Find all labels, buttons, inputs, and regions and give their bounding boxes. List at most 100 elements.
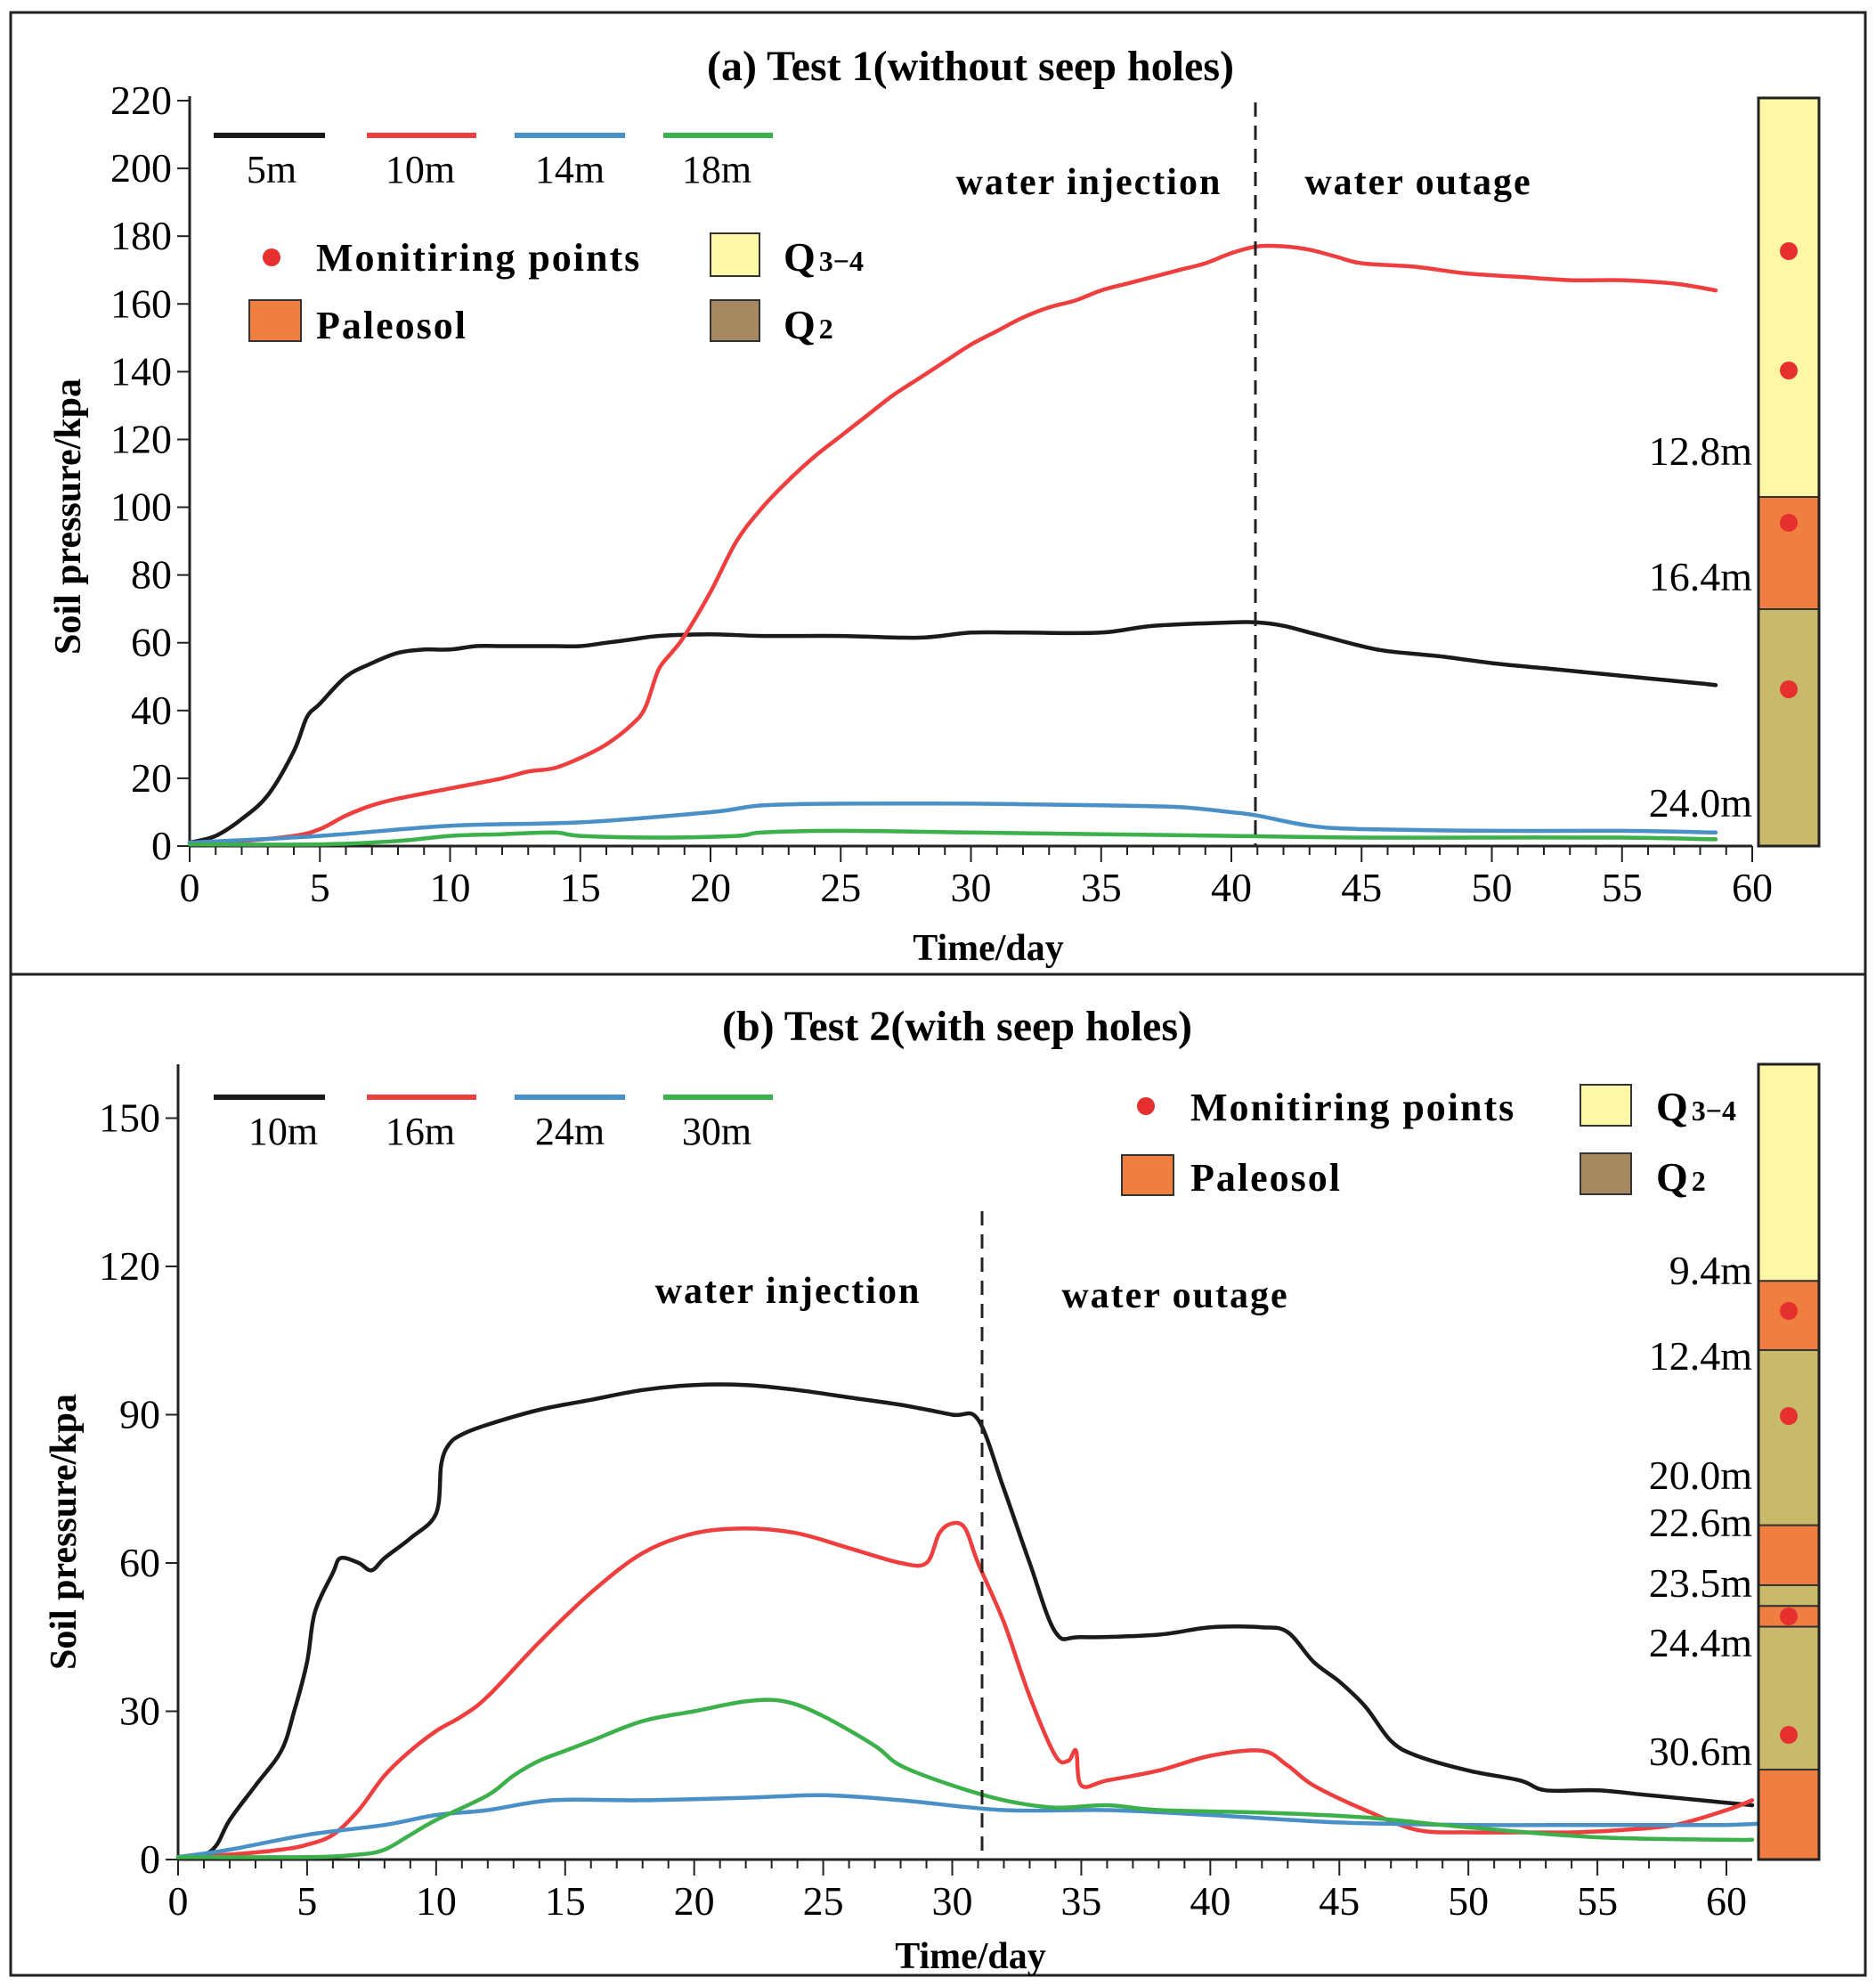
depth-label: 24.4m [1649, 1620, 1753, 1665]
panel-a-series-legend: 5m 10m 14m 18m [214, 133, 773, 191]
series-line-30m [175, 1697, 1755, 1860]
strata-column-border [1757, 1062, 1821, 1861]
panel-b-title: (b) Test 2(with seep holes) [722, 1003, 1192, 1050]
x-tick-label: 10 [416, 1878, 457, 1924]
depth-label: 16.4m [1649, 554, 1753, 599]
x-tick-label: 15 [545, 1878, 586, 1924]
panel-a-series [187, 243, 1718, 847]
panel-b-water-outage: water outage [1061, 1275, 1288, 1316]
depth-label: 24.0m [1649, 780, 1753, 826]
x-tick-label: 25 [820, 865, 861, 910]
y-tick-label: 30 [119, 1689, 160, 1734]
monitoring-point-dot [1780, 242, 1798, 260]
x-tick-label: 20 [674, 1878, 715, 1924]
strata-layer-q2 [1758, 608, 1820, 847]
panel-a: (a) Test 1(without seep holes) Soil pres… [48, 43, 1821, 969]
legend-q34-swatch [1580, 1084, 1632, 1127]
x-tick-label: 0 [168, 1878, 189, 1924]
panel-b-ylabel: Soil pressure/kpa [44, 1394, 85, 1670]
legend-paleosol-swatch [248, 299, 302, 342]
y-tick-label: 20 [131, 755, 172, 801]
legend-q34-label: Q 3−4 [784, 234, 864, 280]
y-tick-label: 160 [110, 281, 172, 326]
legend-paleosol-swatch [1121, 1154, 1174, 1196]
panel-b-series-legend: 10m 16m 24m 30m [214, 1095, 773, 1153]
y-tick-label: 140 [110, 348, 172, 394]
legend-label-10m: 10m [248, 1110, 318, 1153]
panel-b-water-injection: water injection [655, 1271, 922, 1312]
depth-label: 9.4m [1669, 1248, 1753, 1293]
legend-label-14m: 14m [535, 148, 605, 191]
y-tick-label: 120 [110, 416, 172, 461]
x-tick-label: 30 [932, 1878, 973, 1924]
x-tick-label: 60 [1706, 1878, 1747, 1924]
y-tick-label: 220 [110, 77, 172, 123]
legend-q2-swatch [1580, 1152, 1632, 1195]
y-tick-label: 60 [131, 620, 172, 665]
strata-layer-paleosol [1758, 1524, 1820, 1586]
x-tick-label: 35 [1060, 1878, 1101, 1924]
depth-label: 30.6m [1649, 1729, 1753, 1774]
y-tick-label: 180 [110, 213, 172, 258]
legend-q34-swatch [710, 232, 760, 277]
strata-layer-q34 [1758, 97, 1820, 498]
y-tick-label: 0 [151, 823, 172, 868]
strata-column-border [1757, 96, 1821, 848]
monitoring-point-dot [1780, 514, 1798, 532]
legend-paleosol-label: Paleosol [316, 304, 467, 347]
series-line-10m [187, 243, 1718, 845]
x-tick-label: 55 [1577, 1878, 1618, 1924]
x-tick-label: 50 [1448, 1878, 1489, 1924]
x-tick-label: 40 [1190, 1878, 1230, 1924]
monitoring-point-dot [1780, 680, 1798, 698]
strata-layer-q2 [1758, 1625, 1820, 1771]
legend-monitoring-dot-icon [1137, 1097, 1155, 1115]
legend-label-30m: 30m [682, 1110, 751, 1153]
strata-layer-paleosol [1758, 496, 1820, 610]
x-tick-label: 25 [803, 1878, 844, 1924]
depth-label: 20.0m [1649, 1453, 1753, 1498]
strata-layer-q2 [1758, 1348, 1820, 1526]
monitoring-point-dot [1780, 1726, 1798, 1744]
y-tick-label: 150 [99, 1095, 160, 1141]
y-tick-label: 60 [119, 1540, 160, 1585]
legend-q34-label: Q 3−4 [1656, 1084, 1736, 1129]
panel-b-series [175, 1382, 1781, 1860]
x-tick-label: 40 [1211, 865, 1252, 910]
x-tick-label: 45 [1341, 865, 1382, 910]
panel-a-ylabel: Soil pressure/kpa [48, 378, 89, 655]
x-tick-label: 55 [1602, 865, 1643, 910]
series-line-24m [175, 1793, 1781, 1860]
panel-b-axes: 0 5 10 15 20 25 30 35 40 45 50 55 60 0 30 60 90 120 150 [99, 1064, 1752, 1924]
legend-label-16m: 16m [386, 1110, 455, 1153]
panel-a-axes: 0 5 10 15 20 25 30 35 40 45 50 55 60 0 20 40 60 80 100 120 1… [110, 77, 1773, 910]
legend-label-10m: 10m [386, 148, 455, 191]
y-tick-label: 200 [110, 145, 172, 191]
series-line-14m [187, 801, 1718, 845]
legend-label-18m: 18m [682, 148, 751, 191]
strata-layer-q2 [1758, 1583, 1820, 1608]
y-tick-label: 90 [119, 1392, 160, 1437]
legend-monitoring-dot-icon [263, 248, 280, 266]
x-tick-label: 5 [310, 865, 330, 910]
legend-q2-swatch [710, 299, 760, 342]
x-tick-label: 60 [1732, 865, 1773, 910]
panel-a-water-outage: water outage [1304, 162, 1531, 203]
x-tick-label: 35 [1081, 865, 1122, 910]
y-tick-label: 100 [110, 484, 172, 530]
depth-label: 23.5m [1649, 1560, 1753, 1606]
panel-a-strata-column: 12.8m 16.4m 24.0m [1649, 96, 1821, 848]
series-line-10m [175, 1382, 1755, 1860]
legend-monitoring-label: Monitiring points [1190, 1086, 1515, 1129]
panel-b-xlabel: Time/day [895, 1936, 1046, 1977]
strata-layer-q34 [1758, 1063, 1820, 1282]
legend-paleosol-label: Paleosol [1190, 1156, 1342, 1200]
depth-label: 12.4m [1649, 1333, 1753, 1379]
y-tick-label: 80 [131, 552, 172, 598]
y-tick-label: 40 [131, 688, 172, 733]
x-tick-label: 5 [296, 1878, 317, 1924]
x-tick-label: 15 [560, 865, 601, 910]
